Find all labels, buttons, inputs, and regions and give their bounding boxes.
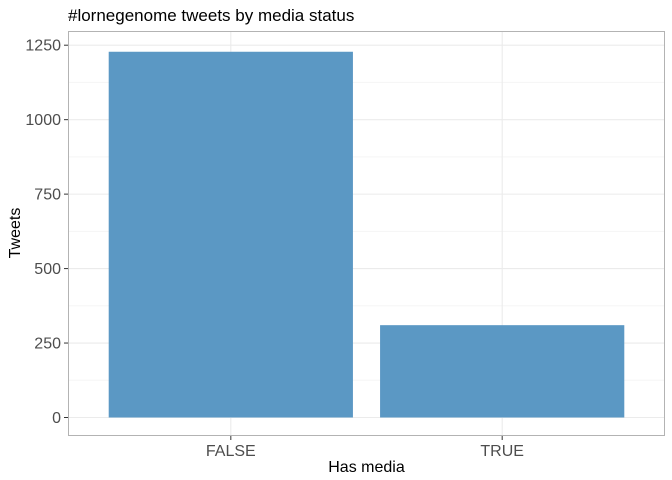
bar-true <box>380 325 625 418</box>
y-tick-label: 1250 <box>25 38 61 55</box>
bars <box>108 51 625 418</box>
panel-border <box>68 31 665 436</box>
x-axis: FALSE TRUE <box>206 436 524 460</box>
y-tick-label: 500 <box>34 261 61 278</box>
x-axis-title: Has media <box>328 459 405 476</box>
y-tick-label: 1000 <box>25 112 61 129</box>
bar-false <box>108 51 353 418</box>
y-tick-label: 750 <box>34 187 61 204</box>
y-tick-label: 0 <box>52 410 61 427</box>
x-tick-label: TRUE <box>480 443 524 460</box>
y-axis: 0 250 500 750 1000 1250 <box>25 38 68 427</box>
x-tick-label: FALSE <box>206 443 256 460</box>
y-axis-title: Tweets <box>7 208 24 259</box>
y-tick-label: 250 <box>34 336 61 353</box>
chart-title: #lornegenome tweets by media status <box>68 6 354 25</box>
